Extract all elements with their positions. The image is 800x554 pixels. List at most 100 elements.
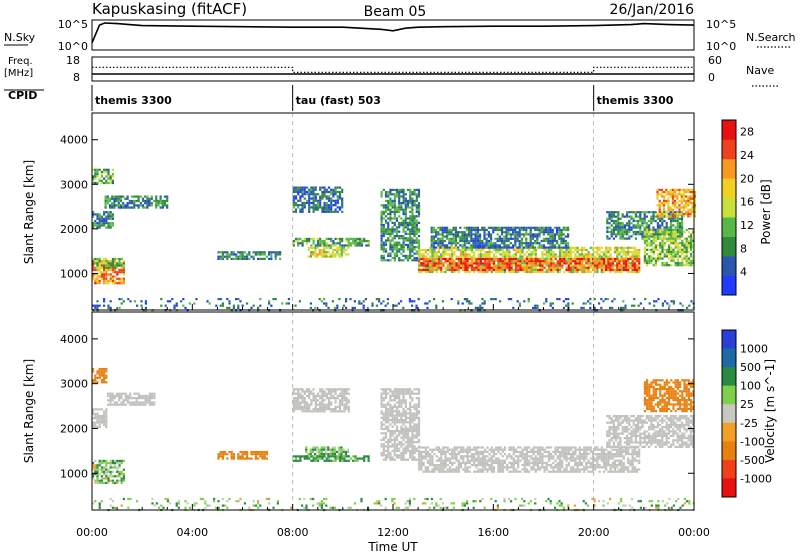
heatmap-cell (272, 251, 275, 254)
heatmap-cell (228, 300, 231, 303)
heatmap-cell (635, 255, 639, 258)
heatmap-cell (336, 457, 339, 460)
heatmap-cell (679, 255, 682, 258)
heatmap-cell (129, 397, 132, 400)
heatmap-cell (441, 231, 444, 234)
heatmap-cell (393, 193, 396, 196)
heatmap-cell (341, 410, 344, 413)
heatmap-cell (398, 230, 401, 233)
heatmap-cell (133, 403, 136, 406)
heatmap-cell (113, 195, 116, 198)
heatmap-cell (505, 233, 508, 236)
heatmap-cell (345, 244, 348, 247)
heatmap-cell (457, 231, 460, 234)
heatmap-cell (435, 239, 438, 243)
heatmap-cell (617, 219, 620, 223)
heatmap-cell (338, 455, 342, 458)
heatmap-cell (380, 392, 383, 395)
heatmap-cell (641, 233, 644, 236)
heatmap-cell (532, 270, 535, 274)
heatmap-cell (343, 394, 346, 397)
heatmap-cell (380, 454, 383, 457)
heatmap-cell (150, 204, 153, 207)
heatmap-cell (674, 242, 677, 245)
heatmap-cell (635, 268, 639, 272)
heatmap-cell (310, 410, 313, 413)
heatmap-cell (567, 251, 570, 254)
heatmap-cell (501, 262, 504, 265)
heatmap-cell (525, 262, 529, 265)
heatmap-cell (409, 228, 412, 231)
heatmap-cell (529, 242, 532, 245)
heatmap-cell (479, 244, 482, 247)
heatmap-cell (506, 266, 509, 269)
heatmap-cell (107, 211, 110, 214)
heatmap-cell (327, 399, 331, 402)
heatmap-cell (624, 257, 628, 261)
heatmap-cell (676, 226, 679, 229)
heatmap-cell (237, 306, 240, 309)
heatmap-cell (314, 193, 317, 196)
heatmap-cell (569, 246, 573, 249)
heatmap-cell (521, 257, 524, 261)
heatmap-cell (217, 255, 220, 258)
heatmap-cell (477, 306, 480, 309)
heatmap-cell (314, 410, 317, 413)
heatmap-cell (411, 208, 414, 211)
heatmap-cell (616, 262, 619, 265)
heatmap-cell (551, 233, 554, 236)
heatmap-cell (448, 242, 451, 245)
heatmap-cell (481, 242, 484, 245)
heatmap-cell (325, 208, 328, 211)
heatmap-cell (404, 208, 407, 211)
heatmap-cell (380, 248, 383, 251)
heatmap-cell (564, 246, 567, 249)
heatmap-cell (103, 275, 106, 278)
heatmap-cell (596, 246, 599, 249)
heatmap-cell (670, 257, 673, 260)
heatmap-cell (437, 266, 441, 269)
heatmap-cell (310, 201, 313, 205)
heatmap-cell (338, 208, 342, 211)
heatmap-cell (633, 266, 636, 269)
heatmap-cell (126, 401, 130, 404)
heatmap-cell (657, 231, 660, 234)
heatmap-cell (558, 235, 561, 238)
heatmap-cell (607, 266, 610, 269)
heatmap-cell (226, 257, 229, 260)
heatmap-cell (404, 232, 407, 235)
heatmap-cell (578, 260, 581, 263)
heatmap-cell (560, 228, 563, 232)
heatmap-cell (116, 468, 119, 471)
heatmap-cell (501, 251, 504, 254)
heatmap-cell (133, 392, 136, 395)
heatmap-cell (418, 257, 421, 260)
heatmap-cell (486, 270, 489, 274)
heatmap-cell (634, 215, 637, 218)
heatmap-cell (476, 228, 479, 232)
heatmap-cell (105, 260, 108, 263)
heatmap-cell (120, 279, 123, 283)
heatmap-cell (543, 266, 546, 269)
heatmap-cell (587, 257, 590, 261)
heatmap-cell (488, 266, 491, 269)
heatmap-cell (531, 244, 534, 247)
heatmap-cell (490, 246, 493, 249)
heatmap-cell (643, 217, 646, 220)
heatmap-cell (137, 394, 140, 397)
heatmap-cell (135, 195, 138, 198)
heatmap-cell (512, 228, 515, 232)
heatmap-cell (594, 262, 597, 265)
heatmap-cell (455, 268, 458, 272)
heatmap-cell (318, 453, 321, 456)
heatmap-cell (470, 231, 473, 234)
heatmap-cell (382, 257, 385, 260)
heatmap-cell (382, 412, 385, 415)
heatmap-cell (665, 191, 668, 194)
heatmap-cell (488, 260, 491, 263)
heatmap-cell (671, 188, 674, 191)
heatmap-cell (332, 410, 335, 413)
power-y-axis-title: Slant Range [km] (22, 160, 36, 264)
heatmap-cell (520, 244, 523, 247)
heatmap-cell (341, 204, 344, 207)
